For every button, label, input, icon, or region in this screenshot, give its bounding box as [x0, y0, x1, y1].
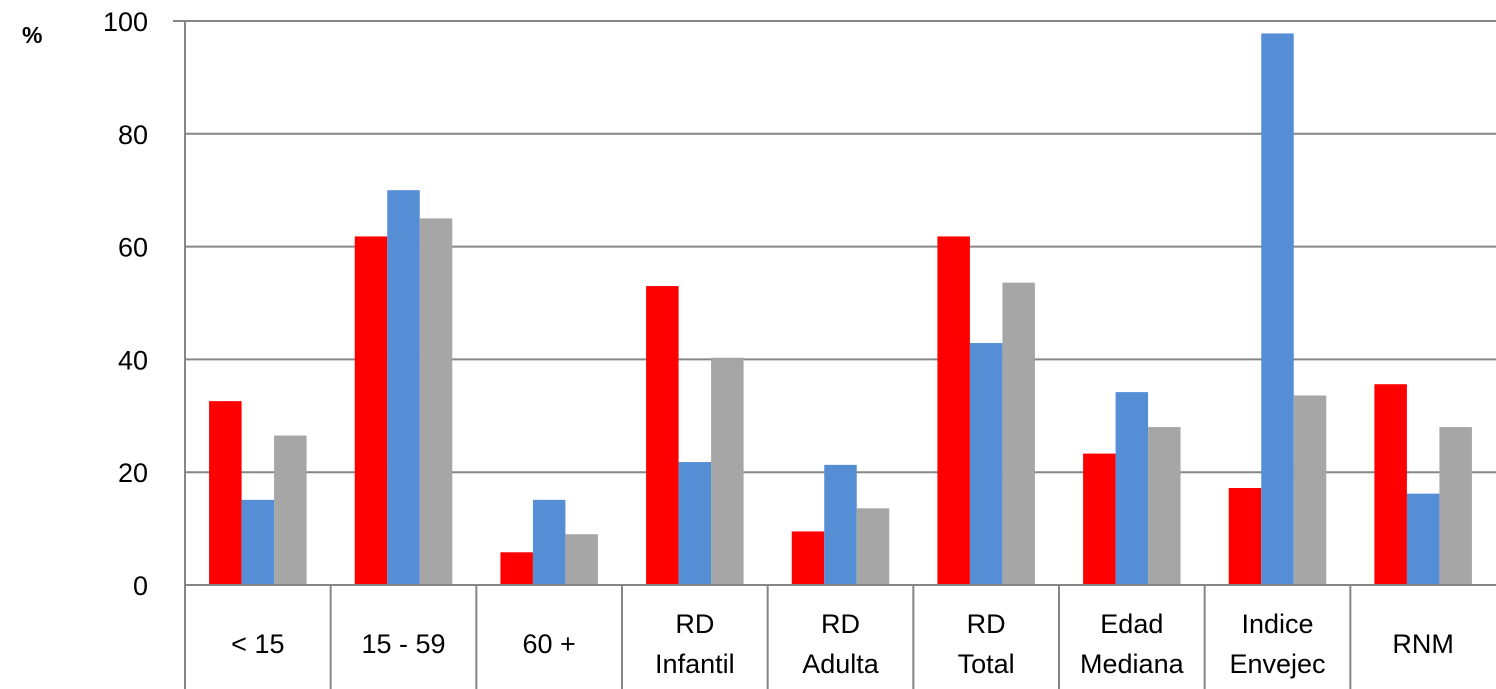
x-category-label: Indice [1241, 609, 1313, 639]
bar-series1-cat5 [791, 531, 825, 585]
x-category-label: < 15 [231, 629, 284, 659]
bar-series2-cat4 [678, 462, 712, 585]
x-category-label: Total [958, 649, 1015, 679]
bar-series2-cat2 [387, 190, 420, 585]
bar-series1-cat6 [937, 236, 970, 585]
bar-series2-cat8 [1261, 33, 1294, 585]
y-tick-label: 60 [118, 233, 148, 263]
bar-series3-cat4 [711, 357, 744, 585]
bar-series3-cat6 [1002, 282, 1035, 585]
bar-series1-cat2 [354, 236, 388, 585]
x-axis-categories: < 15 15 - 59 60 + RD Infantil RD Adulta RD Total… [231, 609, 1454, 679]
bar-series [209, 33, 1472, 585]
bar-series3-cat2 [419, 218, 453, 585]
x-category-label: 60 + [523, 629, 576, 659]
bar-series2-cat1 [241, 499, 275, 585]
bar-series2-cat5 [824, 464, 857, 585]
bar-series3-cat5 [856, 508, 890, 585]
y-tick-label: 40 [118, 345, 148, 375]
bar-series1-cat1 [209, 401, 242, 585]
y-tick-label: 20 [118, 458, 148, 488]
bar-series1-cat8 [1228, 487, 1262, 585]
y-axis-unit-label: % [22, 22, 42, 48]
x-category-label: RNM [1392, 629, 1454, 659]
axes [173, 20, 1496, 689]
bar-series3-cat8 [1293, 395, 1327, 585]
x-category-label: Adulta [802, 649, 880, 679]
y-tick-label: 80 [118, 120, 148, 150]
bar-series2-cat7 [1115, 392, 1149, 585]
x-category-label: Edad [1100, 609, 1163, 639]
x-category-label: RD [821, 609, 860, 639]
x-category-label: Mediana [1080, 649, 1185, 679]
x-category-label: Envejec [1229, 649, 1325, 679]
x-category-label: RD [967, 609, 1006, 639]
bar-series1-cat7 [1083, 453, 1116, 585]
bar-series1-cat9 [1374, 384, 1407, 585]
bar-series3-cat7 [1148, 427, 1181, 585]
bar-series1-cat4 [646, 286, 679, 585]
y-tick-label: 0 [133, 571, 148, 601]
x-category-label: 15 - 59 [361, 629, 445, 659]
y-tick-label: 100 [103, 7, 148, 37]
x-category-label: Infantil [655, 649, 735, 679]
bar-series3-cat9 [1439, 427, 1472, 585]
bar-series3-cat3 [565, 534, 598, 585]
bar-series2-cat3 [532, 499, 566, 585]
bar-series1-cat3 [500, 552, 533, 585]
bar-series3-cat1 [274, 435, 307, 585]
y-axis-ticks: 0 20 40 60 80 100 [103, 7, 148, 601]
bar-series2-cat6 [969, 343, 1003, 585]
x-category-label: RD [675, 609, 714, 639]
bar-series2-cat9 [1406, 493, 1440, 585]
